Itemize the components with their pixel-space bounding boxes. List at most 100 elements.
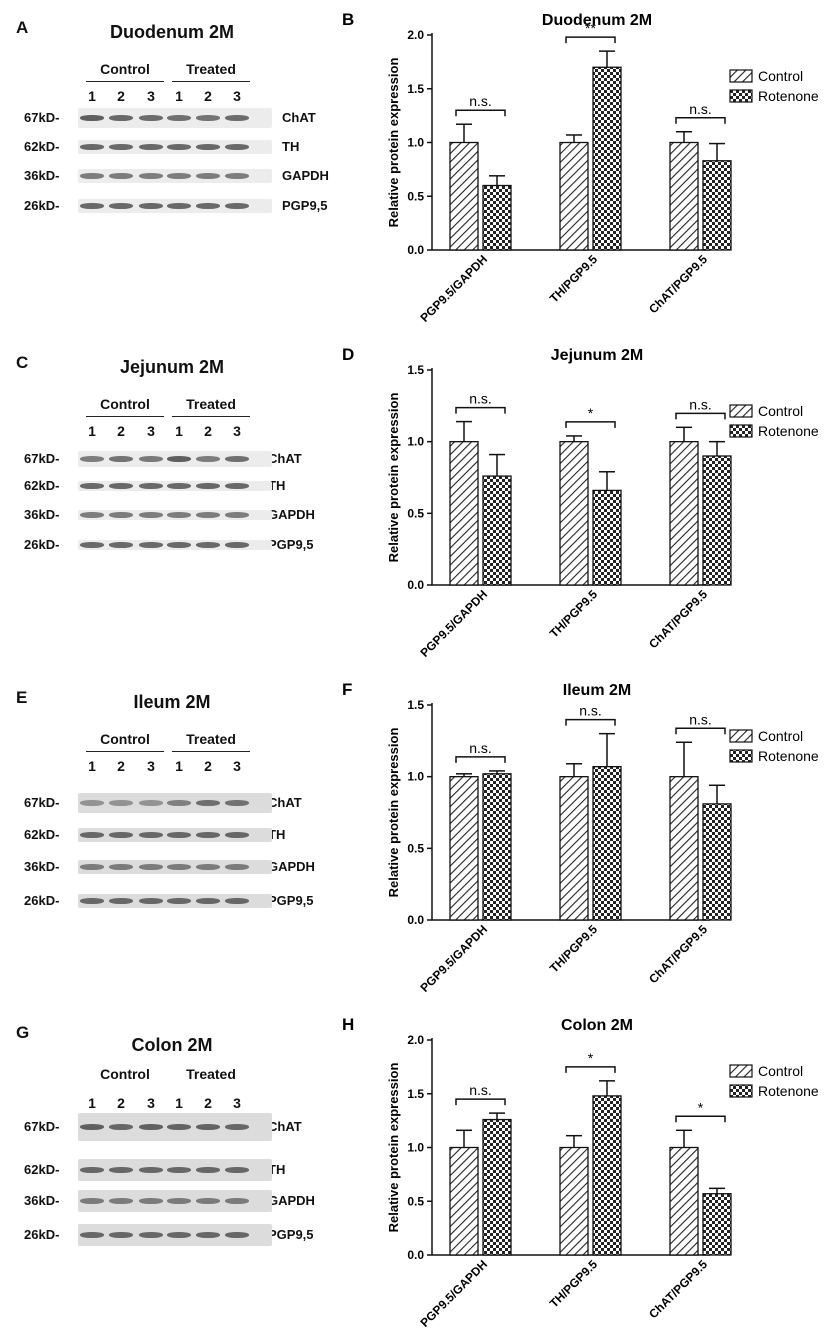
panel-letter: G	[16, 1023, 30, 1042]
protein-band	[139, 542, 163, 548]
legend-label: Control	[758, 1063, 803, 1079]
significance-bracket	[565, 36, 616, 44]
group-underline	[172, 416, 250, 417]
protein-band	[139, 115, 163, 121]
protein-band	[139, 456, 163, 462]
protein-label: ChAT	[268, 451, 302, 466]
blot-strip	[78, 451, 272, 467]
panel-letter: B	[342, 10, 354, 29]
y-tick-label: 1.0	[407, 136, 424, 150]
y-tick-label: 2.0	[407, 1033, 424, 1047]
protein-band	[196, 542, 220, 548]
y-tick-label: 0.0	[407, 913, 424, 927]
bar-group: n.s. ChAT/PGP9.5	[646, 711, 732, 986]
bar-control	[669, 441, 699, 586]
lane-number: 1	[88, 88, 96, 104]
kd-marker: 62kD-	[24, 827, 60, 842]
group-underline	[172, 751, 250, 752]
y-axis: 0.0 0.5 1.0 1.5	[407, 698, 433, 927]
bar-control	[449, 141, 479, 251]
blot-strip	[78, 169, 272, 183]
significance-bracket	[565, 421, 616, 428]
significance-label: *	[698, 1099, 704, 1115]
bar-rotenone	[592, 66, 622, 251]
bar-group: n.s. ChAT/PGP9.5	[646, 101, 732, 316]
group-label: Treated	[186, 731, 236, 747]
protein-label: TH	[282, 139, 300, 154]
blot-strip	[78, 828, 272, 842]
protein-band	[167, 173, 191, 179]
protein-band	[80, 456, 104, 462]
y-tick-label: 1.0	[407, 435, 424, 449]
legend-swatch	[729, 1084, 753, 1098]
bar-chart: D Jejunum 2M 0.0 0.5 1.0 1.5 Relative protein …	[342, 345, 819, 660]
protein-band	[80, 512, 104, 518]
x-tick-label: TH/PGP9.5	[547, 922, 601, 976]
panel-letter: C	[16, 353, 29, 372]
kd-marker: 36kD-	[24, 1193, 60, 1208]
significance-bracket	[455, 756, 506, 763]
protein-band	[109, 1198, 133, 1204]
legend-swatch	[729, 89, 753, 103]
protein-band	[167, 115, 191, 121]
bar-rotenone	[482, 773, 512, 921]
protein-band	[196, 483, 220, 489]
protein-band	[109, 203, 133, 209]
bar-control	[669, 141, 699, 251]
y-tick-label: 1.5	[407, 698, 424, 712]
bar-rotenone	[592, 1095, 622, 1256]
chart-title: Ileum 2M	[563, 682, 631, 699]
protein-label: PGP9,5	[268, 1227, 314, 1242]
protein-band	[225, 1198, 249, 1204]
bar-rotenone	[482, 1118, 512, 1256]
significance-bracket	[675, 1115, 726, 1123]
bar-group: * TH/PGP9.5	[547, 1050, 622, 1311]
y-tick-label: 0.5	[407, 841, 424, 855]
legend-label: Control	[758, 403, 803, 419]
protein-band	[109, 542, 133, 548]
kd-marker: 67kD-	[24, 451, 60, 466]
y-tick-label: 2.0	[407, 28, 424, 42]
lane-number: 3	[233, 423, 241, 439]
lane-number: 2	[204, 423, 212, 439]
legend: Control Rotenone	[729, 1063, 819, 1099]
blot-title: Ileum 2M	[133, 692, 211, 712]
bar-control	[669, 776, 699, 921]
group-label: Control	[100, 731, 150, 747]
significance-label: n.s.	[469, 391, 492, 407]
protein-band	[80, 173, 104, 179]
kd-marker: 36kD-	[24, 859, 60, 874]
x-tick-label: TH/PGP9.5	[547, 252, 601, 306]
protein-band	[225, 203, 249, 209]
y-tick-label: 0.5	[407, 506, 424, 520]
legend-label: Rotenone	[758, 1083, 819, 1099]
protein-band	[80, 832, 104, 838]
blot-strip	[78, 1224, 272, 1246]
legend-label: Rotenone	[758, 88, 819, 104]
significance-label: n.s.	[689, 711, 712, 727]
protein-band	[109, 173, 133, 179]
lane-number: 3	[147, 88, 155, 104]
lane-number: 3	[233, 1095, 241, 1111]
bar-chart: F Ileum 2M 0.0 0.5 1.0 1.5 Relative protein ex…	[342, 680, 819, 995]
kd-marker: 67kD-	[24, 1119, 60, 1134]
protein-band	[225, 898, 249, 904]
blot-strip	[78, 540, 272, 550]
panel-letter: A	[16, 18, 29, 37]
protein-band	[196, 1167, 220, 1173]
protein-band	[167, 456, 191, 462]
protein-label: TH	[268, 1162, 286, 1177]
protein-band	[139, 800, 163, 806]
protein-band	[196, 144, 220, 150]
significance-bracket	[675, 727, 726, 735]
legend: Control Rotenone	[729, 68, 819, 104]
x-tick-label: ChAT/PGP9.5	[646, 922, 710, 986]
protein-band	[80, 144, 104, 150]
bar-rotenone	[702, 455, 732, 586]
x-tick-label: ChAT/PGP9.5	[646, 587, 710, 651]
x-tick-label: PGP9.5/GAPDH	[417, 1257, 490, 1330]
group-underline	[86, 751, 164, 752]
protein-band	[139, 898, 163, 904]
protein-band	[196, 800, 220, 806]
protein-band	[196, 864, 220, 870]
